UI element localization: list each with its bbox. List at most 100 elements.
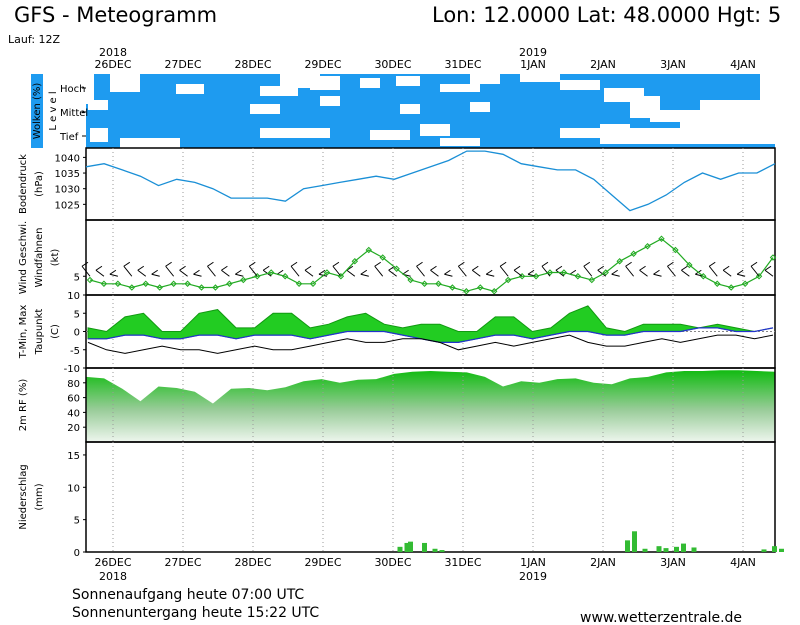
panel-ylabel-group: Bodendruck (18, 154, 29, 214)
wind-speed-point (267, 269, 275, 276)
cloud-cell (360, 78, 380, 88)
cloud-cell (110, 74, 140, 92)
panel-ylabel: (hPa) (34, 171, 45, 197)
wind-barb-flag (416, 261, 423, 267)
y-tick-label: 5 (74, 516, 80, 527)
date-label-bottom: 4JAN (730, 556, 756, 569)
wind-barb (430, 269, 439, 277)
wind-speed-point (365, 246, 372, 254)
wind-barb-flag (555, 265, 563, 271)
precip-bar (772, 546, 777, 552)
cloud-cell (86, 74, 94, 104)
cloud-cell (300, 128, 330, 138)
wind-barb (193, 273, 202, 277)
wind-barb (123, 265, 133, 277)
year-label-top: 2019 (519, 46, 547, 59)
wind-barb-flag (374, 261, 381, 267)
y-tick-label: 5 (74, 272, 80, 283)
date-label-top: 26DEC (94, 58, 131, 71)
wind-speed-point (128, 284, 136, 291)
page-title: GFS - Meteogramm (14, 3, 217, 27)
wind-barb-flag (137, 265, 145, 271)
wind-speed-point (491, 288, 498, 295)
wind-speed-point (226, 280, 233, 287)
wind-barb (207, 265, 216, 277)
cloud-cell (650, 110, 710, 122)
wind-barb-flag (332, 261, 340, 267)
wind-speed-point (184, 280, 191, 287)
wind-speed-point (658, 235, 665, 242)
y-tick-label: 0 (74, 328, 80, 339)
panel-ylabel-group: (kt) (50, 249, 61, 267)
wind-barb (248, 265, 258, 277)
cloud-side-label: L e v e l (48, 91, 59, 130)
wind-barb (486, 273, 495, 277)
wind-barb-flag (750, 261, 758, 267)
date-label-top: 2JAN (590, 58, 616, 71)
panel-ylabel: (kt) (50, 249, 61, 267)
wind-speed-point (602, 269, 609, 276)
cloud-ylabel-group: Wolken (%) (31, 74, 43, 148)
wind-speed-point (379, 254, 386, 261)
y-tick-label: 5 (74, 309, 80, 320)
wind-barb (151, 273, 160, 277)
wind-barb (416, 265, 425, 277)
cloud-side-group: L e v e l (48, 91, 59, 130)
wind-barb (81, 265, 91, 277)
precip-bar (439, 550, 445, 552)
wind-barb-flag (193, 269, 200, 275)
wind-barb (95, 269, 105, 277)
cloud-cell (700, 100, 760, 120)
date-label-bottom: 27DEC (164, 556, 201, 569)
y-tick-label: 10 (67, 291, 80, 302)
precip-bar (397, 546, 403, 552)
wind-speed-point (714, 280, 721, 287)
y-tick-label: 1035 (55, 169, 80, 180)
date-label-bottom: 26DEC (94, 556, 131, 569)
cloud-cell (680, 120, 770, 130)
wind-barb (722, 269, 732, 277)
cloud-cell (250, 104, 280, 114)
sunset-text: Sonnenuntergang heute 15:22 UTC (72, 605, 319, 621)
y-tick-label: 15 (67, 451, 80, 462)
panel-ylabel: T-Min, Max (18, 305, 29, 360)
y-tick-label: 60 (67, 394, 80, 405)
wind-barb-flag (708, 261, 716, 267)
precip-bar (779, 548, 784, 552)
date-label-bottom: 29DEC (304, 556, 341, 569)
cloud-cell (560, 128, 610, 138)
wind-barb-flag (360, 269, 368, 275)
wind-barb-flag (248, 261, 256, 267)
wind-barb (737, 273, 746, 277)
wind-barb-flag (472, 265, 479, 271)
wind-speed-point (588, 276, 596, 284)
precip-bar (691, 547, 697, 552)
wind-speed-point (504, 276, 512, 284)
cloud-cell (620, 128, 780, 144)
wind-barb-flag (318, 269, 326, 275)
wind-barb-flag (667, 261, 674, 267)
wind-barb (444, 273, 453, 277)
sunrise-text: Sonnenaufgang heute 07:00 UTC (72, 587, 304, 603)
date-label-bottom: 28DEC (234, 556, 271, 569)
date-label-top: 28DEC (234, 58, 271, 71)
wind-barb (471, 269, 481, 277)
wind-barb-flag (625, 261, 632, 267)
panel-ylabel-group: (mm) (34, 483, 45, 510)
panel-ylabel-group: Niederschlag (18, 464, 29, 529)
wind-speed-point (323, 269, 331, 276)
wind-barb (555, 269, 565, 277)
year-label-top: 2018 (99, 46, 127, 59)
date-label-top: 4JAN (730, 58, 756, 71)
humidity-area (86, 370, 775, 442)
precip-bar (422, 542, 427, 552)
wind-barb (653, 273, 662, 277)
wind-barb-flag (81, 261, 89, 267)
wind-barb (360, 273, 369, 277)
panel-ylabel-group: Taupunkt (34, 309, 45, 356)
wind-barb-flag (165, 261, 172, 267)
wind-speed-point (240, 276, 247, 284)
wind-barb (611, 273, 620, 277)
panel-frame (85, 441, 776, 553)
